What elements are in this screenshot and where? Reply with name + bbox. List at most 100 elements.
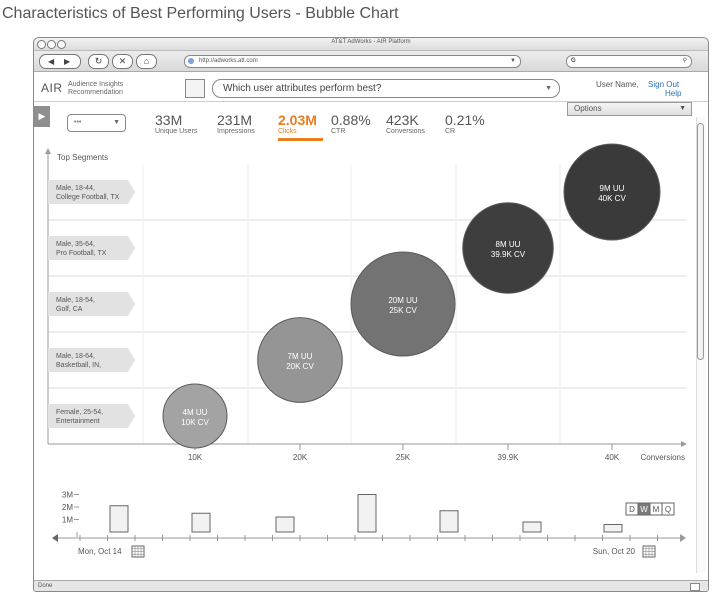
- search-icon[interactable]: ⚲: [682, 58, 687, 64]
- period-button-label: Q: [665, 505, 671, 514]
- bubble-users-label: 4M UU: [183, 408, 208, 417]
- status-bar: Done: [34, 580, 708, 591]
- metric-clicks[interactable]: 2.03M Clicks: [278, 112, 317, 136]
- bubble-conversions-label: 10K CV: [181, 418, 209, 427]
- header-divider: [34, 101, 708, 102]
- maximize-window-icon[interactable]: [57, 40, 66, 49]
- status-text: Done: [38, 583, 53, 589]
- x-axis-arrow-icon: [681, 441, 687, 447]
- x-tick-label: 39.9K: [498, 453, 520, 462]
- y-axis-arrow-icon: [45, 148, 51, 154]
- segment-label-line-1: Male, 18-44,: [56, 185, 95, 192]
- x-tick-label: 25K: [396, 453, 411, 462]
- resize-grip-icon[interactable]: [690, 583, 700, 591]
- bubble-chart: Male, 18-44, College Football, TX Male, 35…: [45, 143, 687, 462]
- end-calendar-icon[interactable]: [642, 545, 656, 558]
- stop-button[interactable]: ✕: [112, 54, 133, 69]
- metric-label: Clicks: [278, 128, 297, 135]
- period-button-d[interactable]: D: [625, 502, 639, 516]
- back-arrow-icon[interactable]: ◀: [48, 57, 55, 66]
- chevron-right-icon: ▶: [38, 111, 46, 121]
- timeline-left-arrow-icon: [52, 534, 58, 542]
- bubble: [257, 317, 343, 403]
- app-content: AIR Audience Insights Recommendation Whi…: [34, 72, 708, 580]
- timeline-bar: [522, 521, 542, 533]
- minimize-window-icon[interactable]: [47, 40, 56, 49]
- question-checkbox[interactable]: [185, 79, 205, 98]
- period-button-m[interactable]: M: [649, 502, 663, 516]
- metric-selector[interactable]: ••• ▼: [67, 114, 126, 132]
- segment-label-tag: [48, 404, 135, 428]
- metric-value: 33M: [155, 112, 183, 128]
- segment-label-tag: [48, 292, 135, 316]
- period-button-w[interactable]: W: [637, 502, 651, 516]
- bubble-conversions-label: 20K CV: [286, 362, 314, 371]
- vertical-scrollbar[interactable]: [696, 117, 706, 573]
- forward-arrow-icon[interactable]: ▶: [64, 57, 71, 66]
- segment-label-line-2: Pro Football, TX: [56, 250, 107, 257]
- timeline-bar: [357, 494, 377, 533]
- selector-value: •••: [74, 119, 82, 126]
- timeline-bar: [275, 516, 295, 533]
- browser-window: AT&T AdWorks - AIR Platform ◀ ▶ ↻ ✕ ⌂ ht…: [33, 37, 709, 592]
- browser-toolbar: ◀ ▶ ↻ ✕ ⌂ http://adworks.att.com ▼ G ⚲: [34, 51, 708, 72]
- segment-label-line-2: Golf, CA: [56, 306, 83, 313]
- timeline-bar: [439, 510, 459, 533]
- period-button-label: D: [629, 505, 635, 514]
- segment-label-tag: [48, 180, 135, 204]
- brand-logo: AIR: [41, 81, 63, 95]
- globe-icon: [188, 58, 194, 64]
- brand-subtitle-line-2: Recommendation: [68, 89, 123, 96]
- period-button-q[interactable]: Q: [661, 502, 675, 516]
- segment-label-line-2: Basketball, IN,: [56, 362, 101, 369]
- metric-cr[interactable]: 0.21% CR: [445, 112, 485, 136]
- metric-label: CR: [445, 128, 456, 135]
- url-text: http://adworks.att.com: [199, 58, 258, 64]
- brand-subtitle: Audience Insights Recommendation: [68, 81, 123, 97]
- x-axis-title: Conversions: [641, 453, 685, 462]
- question-dropdown[interactable]: Which user attributes perform best? ▼: [212, 79, 560, 98]
- segment-label-line-1: Female, 25-54,: [56, 409, 103, 416]
- metric-value: 423K: [386, 112, 419, 128]
- expand-sidebar-button[interactable]: ▶: [34, 106, 50, 127]
- timeline-end-label: Sun, Oct 20: [593, 547, 636, 556]
- timeline-bar: [603, 524, 623, 533]
- help-link[interactable]: Help: [665, 89, 682, 98]
- metric-value: 2.03M: [278, 112, 317, 128]
- reload-button[interactable]: ↻: [88, 54, 109, 69]
- options-dropdown[interactable]: Options ▼: [567, 102, 692, 116]
- top-segments-label: Top Segments: [57, 153, 109, 162]
- segment-label-line-1: Male, 18-54,: [56, 297, 95, 304]
- home-button[interactable]: ⌂: [136, 54, 157, 69]
- start-calendar-icon[interactable]: [131, 545, 145, 558]
- metric-value: 0.21%: [445, 112, 485, 128]
- segment-label-line-1: Male, 18-64,: [56, 353, 95, 360]
- period-button-label: M: [653, 505, 660, 514]
- chevron-down-icon: ▼: [113, 119, 120, 126]
- bubble: [350, 251, 456, 357]
- chevron-down-icon[interactable]: ▼: [510, 58, 516, 64]
- timeline-y-tick: 1M: [62, 516, 73, 525]
- close-window-icon[interactable]: [37, 40, 46, 49]
- scrollbar-thumb[interactable]: [697, 123, 704, 360]
- timeline-bar: [109, 505, 129, 533]
- home-icon: ⌂: [143, 56, 150, 66]
- chevron-down-icon: ▼: [545, 85, 552, 92]
- period-button-frame: [661, 502, 675, 516]
- sign-out-link[interactable]: Sign Out: [648, 80, 680, 89]
- bubble: [162, 383, 228, 449]
- metric-value: 0.88%: [331, 112, 371, 128]
- segment-label-line-1: Male, 35-64,: [56, 241, 95, 248]
- metric-conversions[interactable]: 423K Conversions: [386, 112, 425, 136]
- url-bar[interactable]: http://adworks.att.com ▼: [184, 55, 521, 68]
- metric-ctr[interactable]: 0.88% CTR: [331, 112, 371, 136]
- options-label: Options: [574, 104, 602, 113]
- search-field[interactable]: G ⚲: [566, 55, 692, 68]
- metric-impressions[interactable]: 231M Impressions: [217, 112, 255, 136]
- timeline-bar: [191, 512, 211, 533]
- timeline-chart: 3M 2M 1M Mon, Oct 14 Sun, Oct 20 D W M Q: [52, 491, 686, 558]
- timeline-y-tick: 3M: [62, 491, 73, 500]
- brand-subtitle-line-1: Audience Insights: [68, 81, 124, 88]
- chevron-down-icon: ▼: [679, 105, 686, 112]
- metric-unique-users[interactable]: 33M Unique Users: [155, 112, 197, 136]
